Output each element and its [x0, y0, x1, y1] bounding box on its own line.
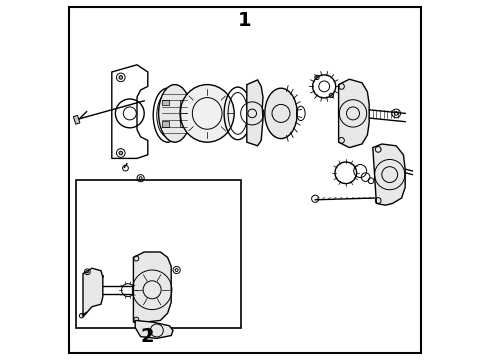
Polygon shape	[247, 80, 263, 146]
Polygon shape	[112, 65, 148, 158]
Ellipse shape	[159, 85, 191, 142]
Bar	[76, 180, 242, 328]
Circle shape	[86, 271, 88, 273]
Text: 2: 2	[141, 327, 155, 346]
Bar	[162, 121, 170, 127]
Bar	[74, 115, 80, 124]
Bar	[180, 100, 187, 105]
Bar	[180, 121, 187, 127]
Polygon shape	[133, 252, 171, 322]
Polygon shape	[373, 144, 405, 205]
Text: 1: 1	[238, 11, 252, 30]
Ellipse shape	[180, 85, 234, 142]
Bar	[162, 100, 170, 105]
Ellipse shape	[265, 88, 297, 139]
Polygon shape	[135, 320, 173, 338]
Polygon shape	[83, 268, 103, 317]
Circle shape	[119, 151, 122, 155]
Circle shape	[119, 76, 122, 79]
Polygon shape	[339, 79, 369, 148]
